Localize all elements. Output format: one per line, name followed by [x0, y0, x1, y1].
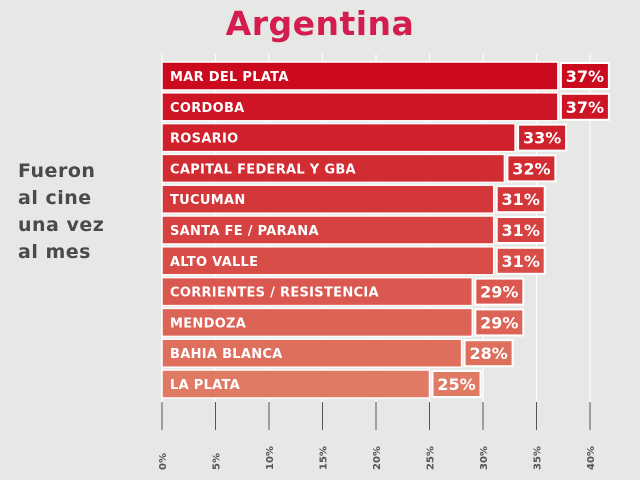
x-tick-label: 15% [319, 446, 330, 470]
value-label-box [474, 277, 525, 306]
bar [161, 215, 495, 245]
side-label-line: al mes [18, 241, 91, 263]
chart-title: Argentina [225, 4, 415, 43]
value-label-box [495, 246, 546, 275]
value-label: 31% [502, 252, 540, 271]
x-tick-label: 20% [372, 446, 383, 470]
category-label: TUCUMAN [170, 193, 246, 208]
bar [161, 246, 495, 276]
side-label-line: al cine [18, 187, 92, 209]
value-label: 33% [523, 129, 561, 148]
category-label: ALTO VALLE [170, 255, 258, 270]
category-label: CORDOBA [170, 101, 245, 116]
x-tick-label: 10% [265, 446, 276, 470]
value-label: 28% [469, 344, 507, 363]
value-label: 31% [502, 190, 540, 209]
value-label-box [495, 216, 546, 244]
value-label-box [495, 185, 546, 214]
x-tick-label: 0% [158, 453, 169, 470]
value-label-box [559, 92, 610, 121]
value-label: 25% [437, 375, 475, 394]
value-label: 37% [566, 67, 604, 86]
bar [161, 338, 463, 368]
bar [161, 122, 516, 153]
category-label: CAPITAL FEDERAL Y GBA [170, 162, 356, 177]
bar [161, 153, 506, 184]
side-label: Fueron al cine una vez al mes [18, 158, 104, 266]
side-label-line: Fueron [18, 160, 96, 182]
category-label: ROSARIO [170, 132, 238, 147]
category-label: LA PLATA [170, 378, 240, 393]
bar [161, 184, 495, 214]
category-label: SANTA FE / PARANA [170, 224, 319, 239]
value-label-box [559, 62, 610, 90]
side-label-line: una vez [18, 214, 105, 236]
category-label: CORRIENTES / RESISTENCIA [170, 286, 379, 301]
value-label: 29% [480, 283, 518, 302]
value-label: 31% [502, 221, 540, 240]
bar [161, 92, 559, 122]
value-label: 29% [480, 313, 518, 332]
value-label: 37% [566, 98, 604, 117]
category-label: MAR DEL PLATA [170, 70, 289, 85]
bar [161, 369, 431, 399]
x-tick-label: 25% [426, 446, 437, 470]
bar [161, 276, 474, 307]
bar [161, 307, 474, 338]
x-tick-label: 40% [586, 446, 597, 470]
value-label-box [463, 339, 514, 368]
category-label: MENDOZA [170, 316, 246, 331]
x-tick-label: 5% [212, 453, 223, 470]
value-label-box [431, 370, 482, 398]
bar [161, 61, 559, 91]
x-tick-label: 30% [479, 446, 490, 470]
value-label: 32% [512, 159, 550, 178]
category-label: BAHIA BLANCA [170, 347, 283, 362]
value-label-box [474, 308, 525, 337]
x-tick-label: 35% [533, 446, 544, 470]
value-label-box [506, 154, 557, 183]
value-label-box [517, 123, 568, 152]
